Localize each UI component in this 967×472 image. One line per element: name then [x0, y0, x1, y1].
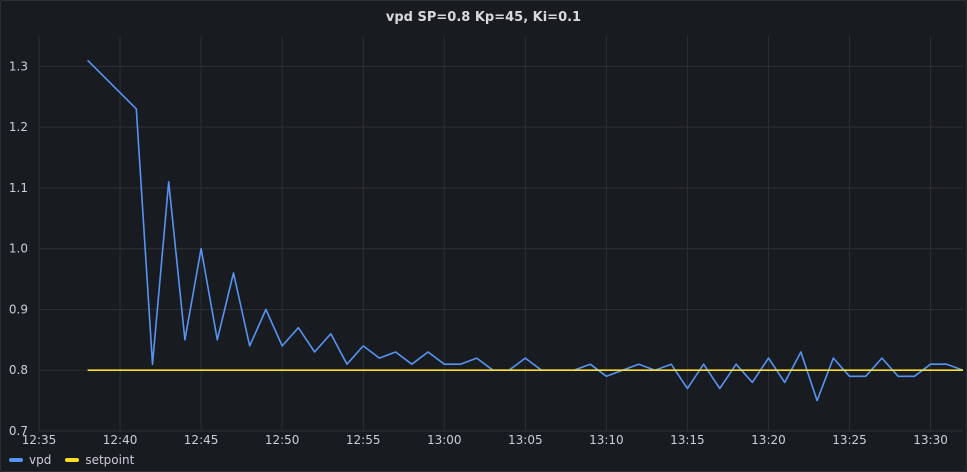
line-chart[interactable]: 0.70.80.91.01.11.21.3 12:35 12:40 12:45 12:… — [1, 1, 966, 451]
y-tick-label: 1.2 — [9, 120, 28, 134]
x-tick-label: 12:40 — [103, 433, 138, 447]
y-tick-label: 1.1 — [9, 181, 28, 195]
x-tick-label: 12:55 — [346, 433, 381, 447]
x-tick-label: 12:45 — [184, 433, 219, 447]
y-tick-label: 0.9 — [9, 302, 28, 316]
x-tick-label: 12:50 — [265, 433, 300, 447]
y-tick-label: 1.0 — [9, 242, 28, 256]
x-tick-label: 13:20 — [751, 433, 786, 447]
x-tick-label: 13:30 — [913, 433, 948, 447]
y-tick-label: 0.8 — [9, 363, 28, 377]
y-tick-label: 0.7 — [9, 424, 28, 438]
y-tick-label: 1.3 — [9, 59, 28, 73]
x-tick-label: 13:05 — [508, 433, 543, 447]
chart-grid — [38, 36, 963, 432]
legend-label-setpoint: setpoint — [85, 453, 135, 467]
legend: vpd setpoint — [9, 453, 134, 467]
x-tick-label: 13:25 — [832, 433, 867, 447]
legend-label-vpd: vpd — [29, 453, 52, 467]
legend-swatch-vpd — [9, 458, 23, 462]
legend-swatch-setpoint — [65, 458, 80, 462]
x-tick-label: 13:10 — [589, 433, 624, 447]
x-tick-label: 13:15 — [670, 433, 705, 447]
x-tick-label: 13:00 — [427, 433, 462, 447]
panel-title: vpd SP=0.8 Kp=45, Ki=0.1 — [385, 10, 582, 25]
x-axis-ticks: 12:35 12:40 12:45 12:50 12:55 13:00 13:05 13:10… — [22, 433, 948, 447]
chart-series — [87, 59, 964, 402]
legend-item-setpoint[interactable]: setpoint — [65, 453, 134, 467]
y-axis-ticks: 0.7 0.8 0.9 1.0 1.1 1.2 1.3 — [9, 59, 28, 438]
legend-item-vpd[interactable]: vpd — [9, 453, 51, 467]
x-tick-label: 12:35 — [22, 433, 57, 447]
